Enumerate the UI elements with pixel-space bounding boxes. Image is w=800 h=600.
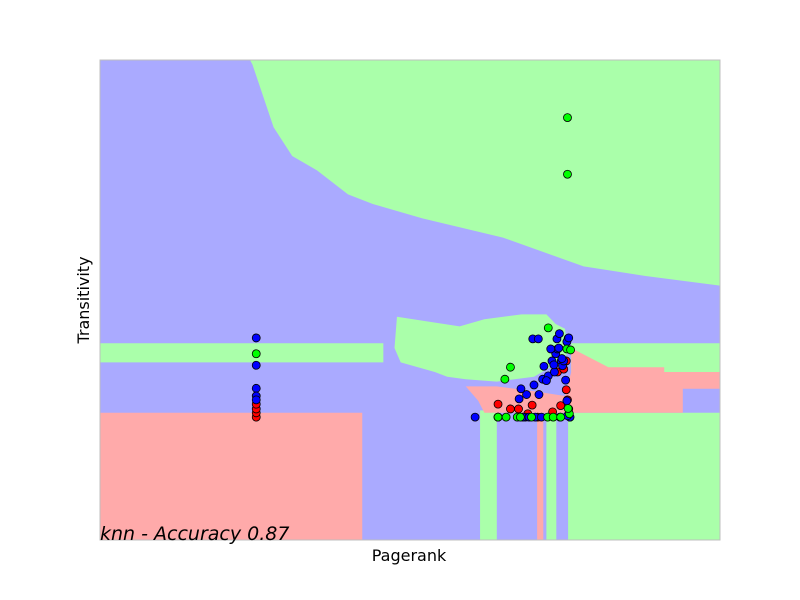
region-red-2	[537, 412, 544, 540]
data-point-series1-41	[557, 354, 567, 363]
data-point-series1-32	[549, 360, 559, 370]
data-point-series1-2	[251, 383, 261, 393]
plot-frame	[99, 59, 721, 541]
data-point-series0-15	[561, 385, 571, 395]
data-point-series0-13	[556, 401, 566, 411]
region-red-0	[100, 412, 363, 540]
region-green-4	[480, 410, 497, 540]
data-point-series1-39	[533, 334, 543, 344]
region-green-6	[568, 412, 720, 540]
accuracy-annotation: knn - Accuracy 0.87	[100, 523, 289, 545]
data-point-series1-21	[550, 367, 559, 377]
data-point-series0-5	[493, 399, 503, 409]
data-point-series1-17	[534, 390, 544, 399]
data-points	[251, 113, 575, 422]
x-axis-label: Pagerank	[372, 546, 447, 565]
data-point-series2-17	[563, 113, 572, 122]
decision-regions	[100, 60, 721, 540]
data-point-series1-30	[539, 361, 549, 371]
data-point-series1-16	[516, 384, 526, 394]
data-point-series2-12	[566, 345, 575, 355]
data-point-series1-28	[561, 375, 571, 385]
data-point-series0-6	[506, 404, 515, 414]
data-point-series1-15	[470, 412, 480, 422]
data-point-series2-1	[493, 412, 503, 422]
data-point-series1-24	[554, 343, 564, 353]
data-point-series2-5	[527, 412, 536, 422]
y-axis-label: Transitivity	[74, 256, 93, 344]
data-point-series2-4	[515, 412, 525, 422]
data-point-series2-10	[563, 404, 573, 413]
data-point-series1-35	[555, 329, 564, 339]
data-point-series0-9	[527, 400, 537, 410]
region-green-1	[100, 343, 384, 363]
data-point-series1-40	[542, 376, 551, 386]
data-point-series1-37	[564, 333, 574, 343]
data-point-series1-8	[522, 390, 531, 399]
data-point-series2-16	[563, 169, 572, 179]
data-point-series1-6	[514, 394, 524, 404]
data-point-series1-1	[251, 360, 261, 370]
data-point-series1-4	[251, 395, 261, 405]
data-point-series2-0	[251, 349, 261, 359]
data-point-series1-0	[251, 333, 261, 343]
data-point-series2-13	[500, 374, 510, 384]
region-green-0	[250, 60, 721, 286]
region-green-3	[571, 343, 720, 372]
data-point-series2-15	[543, 323, 553, 333]
data-point-series2-2	[501, 412, 511, 422]
data-point-series2-14	[506, 362, 515, 372]
data-point-series1-33	[546, 344, 556, 354]
region-green-5	[546, 410, 557, 540]
region-green-2	[394, 314, 569, 382]
data-point-series2-8	[556, 412, 566, 422]
data-point-series2-7	[548, 412, 558, 422]
data-point-series1-18	[529, 380, 539, 390]
data-point-series1-42	[562, 396, 572, 406]
data-point-series0-7	[514, 404, 523, 414]
